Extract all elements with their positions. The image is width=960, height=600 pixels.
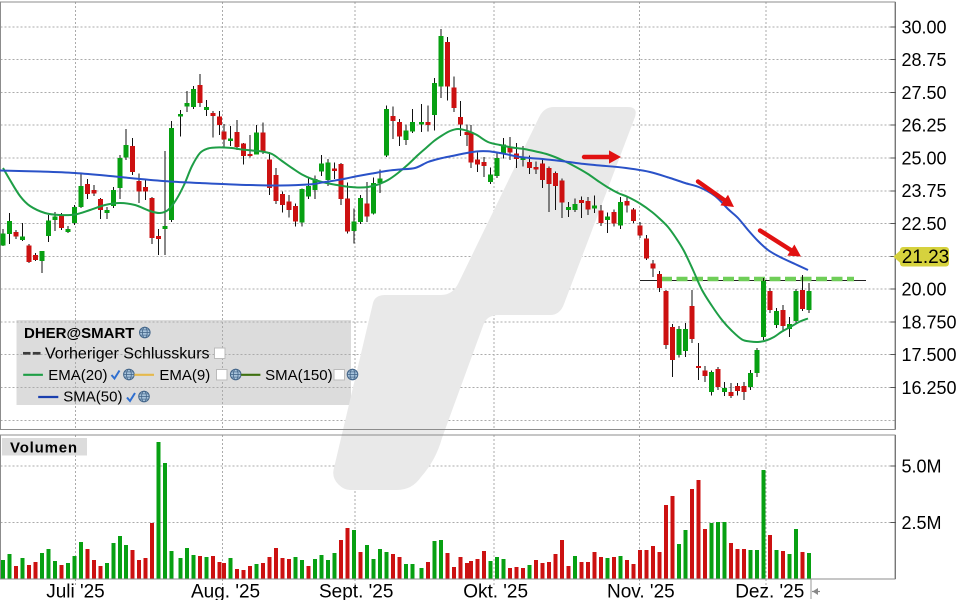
svg-text:2.5M: 2.5M <box>902 513 942 533</box>
svg-text:27.50: 27.50 <box>902 83 947 103</box>
svg-text:Juli '25: Juli '25 <box>46 582 105 600</box>
svg-text:23.75: 23.75 <box>902 181 947 201</box>
svg-text:18.750: 18.750 <box>902 312 957 332</box>
svg-text:Sept. '25: Sept. '25 <box>319 582 393 600</box>
svg-text:Aug. '25: Aug. '25 <box>191 582 260 600</box>
svg-text:Volumen: Volumen <box>10 440 78 457</box>
svg-text:Okt. '25: Okt. '25 <box>463 582 528 600</box>
svg-text:Vorheriger Schlusskurs: Vorheriger Schlusskurs <box>45 346 210 363</box>
svg-text:21.23: 21.23 <box>902 247 950 268</box>
svg-text:Dez. '25: Dez. '25 <box>735 582 804 600</box>
svg-text:Nov. '25: Nov. '25 <box>607 582 675 600</box>
svg-text:20.00: 20.00 <box>902 280 947 300</box>
svg-text:25.00: 25.00 <box>902 149 947 169</box>
svg-text:DHER@SMART: DHER@SMART <box>24 325 134 342</box>
svg-text:16.250: 16.250 <box>902 378 957 398</box>
svg-text:SMA(150): SMA(150) <box>265 367 333 384</box>
svg-text:SMA(50): SMA(50) <box>63 389 122 406</box>
svg-text:26.25: 26.25 <box>902 116 947 136</box>
svg-text:30.00: 30.00 <box>902 17 947 37</box>
svg-text:EMA(20): EMA(20) <box>48 367 107 384</box>
svg-text:22.50: 22.50 <box>902 214 947 234</box>
svg-text:28.75: 28.75 <box>902 50 947 70</box>
svg-text:EMA(9): EMA(9) <box>159 367 210 384</box>
svg-text:17.500: 17.500 <box>902 345 957 365</box>
svg-text:5.0M: 5.0M <box>902 457 942 477</box>
